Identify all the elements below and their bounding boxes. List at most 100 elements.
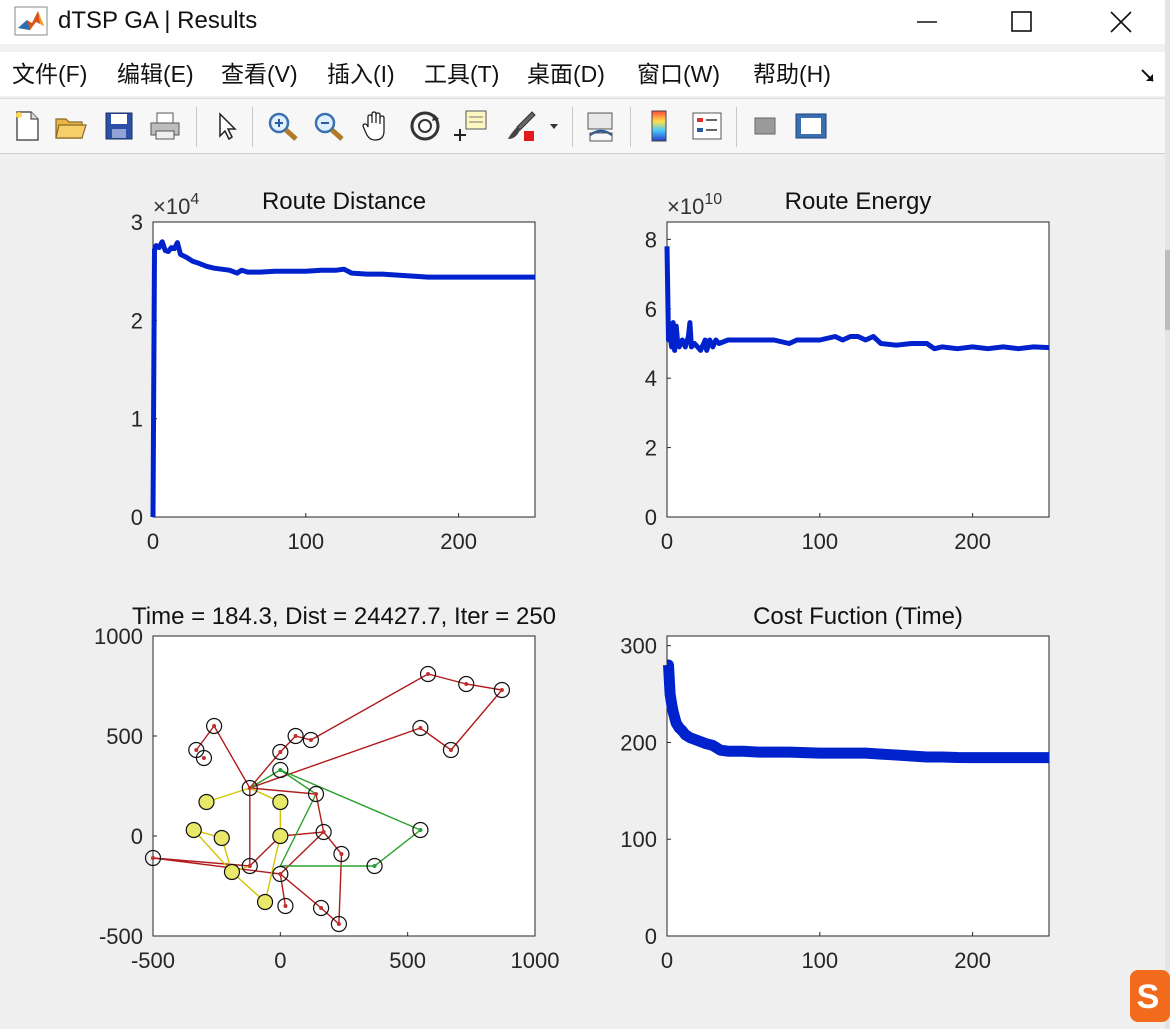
- menu-help[interactable]: 帮助(H): [753, 61, 831, 87]
- y-tick-label: 0: [131, 505, 143, 530]
- route-map-ticks: -500 0 500 1000 -500 0 500 1000: [94, 624, 559, 973]
- series-line-distance: [150, 239, 535, 518]
- route-distance-axes[interactable]: Route Distance ×104 0 100 200 0 1 2 3: [131, 188, 536, 554]
- open-file-button[interactable]: [52, 107, 90, 145]
- menu-window[interactable]: 窗口(W): [637, 61, 721, 87]
- city-dot: [308, 738, 313, 742]
- route-map-axes[interactable]: Time = 184.3, Dist = 24427.7, Iter = 250…: [94, 603, 559, 973]
- x-tick-label: 0: [147, 529, 159, 554]
- city-dot: [293, 734, 298, 738]
- brush-button[interactable]: [502, 107, 540, 145]
- scrollbar-thumb[interactable]: [1165, 250, 1170, 330]
- y-tick-label: 1: [131, 407, 143, 432]
- city-marker: [315, 823, 332, 841]
- insert-colorbar-button[interactable]: [640, 107, 678, 145]
- city-marker: [272, 761, 289, 779]
- figure-toolbar: [0, 98, 1170, 154]
- menu-insert[interactable]: 插入(I): [327, 61, 395, 87]
- route-distance-exponent: ×104: [153, 191, 199, 219]
- route-path-red: [152, 673, 504, 867]
- y-tick-label: 4: [645, 366, 657, 391]
- route-distance-exponent-power: 4: [190, 191, 199, 208]
- city-marker: [272, 865, 289, 883]
- cost-function-axes[interactable]: Cost Fuction (Time) 0 100 200 0 100 200 300: [620, 603, 1050, 973]
- y-tick-label: 3: [131, 210, 143, 235]
- x-tick-label: 100: [287, 529, 324, 554]
- new-file-icon: [16, 111, 39, 141]
- y-tick-label: 0: [645, 505, 657, 530]
- window-title: dTSP GA | Results: [58, 7, 258, 34]
- city-marker: [330, 915, 348, 933]
- legend-icon: [692, 112, 722, 140]
- city-dot: [278, 768, 283, 772]
- x-tick-label: 0: [274, 948, 286, 973]
- minimize-button[interactable]: [892, 0, 962, 44]
- route-distance-title: Route Distance: [262, 188, 426, 215]
- route-map-title: Time = 184.3, Dist = 24427.7, Iter = 250: [132, 603, 556, 630]
- undock-arrow-icon[interactable]: [1140, 68, 1156, 84]
- menu-tools[interactable]: 工具(T): [424, 61, 500, 87]
- edit-plot-button[interactable]: [208, 107, 246, 145]
- vertical-scrollbar[interactable]: [1165, 0, 1170, 1029]
- menu-view[interactable]: 查看(V): [221, 61, 298, 87]
- hide-plot-tools-icon: [754, 117, 776, 135]
- series-line-energy: [664, 246, 1050, 353]
- x-tick-label: 1000: [511, 948, 560, 973]
- brush-dropdown-button[interactable]: [542, 107, 566, 145]
- open-folder-icon: [55, 118, 87, 139]
- x-tick-label: 0: [661, 529, 673, 554]
- data-cursor-button[interactable]: [452, 107, 490, 145]
- zoom-out-button[interactable]: [310, 107, 348, 145]
- zoom-out-icon: [314, 112, 344, 141]
- y-tick-label: 1000: [94, 624, 143, 649]
- rotate-3d-button[interactable]: [406, 107, 444, 145]
- menu-desktop[interactable]: 桌面(D): [527, 61, 605, 87]
- link-plot-button[interactable]: [582, 107, 620, 145]
- save-button[interactable]: [100, 107, 138, 145]
- route-distance-exponent-base: ×10: [153, 194, 190, 219]
- route-map-nodes: [144, 665, 510, 933]
- city-dot: [418, 726, 423, 730]
- sogou-ime-icon[interactable]: S: [1128, 968, 1170, 1024]
- x-tick-label: 200: [954, 948, 991, 973]
- city-dot: [212, 724, 217, 728]
- city-dot: [321, 830, 326, 834]
- show-plot-tools-button[interactable]: [792, 107, 830, 145]
- maximize-icon: [1011, 11, 1032, 32]
- zoom-in-icon: [268, 112, 298, 141]
- cost-function-plot-area: [666, 635, 1050, 937]
- close-button[interactable]: [1086, 0, 1156, 44]
- city-marker: [185, 821, 202, 839]
- print-button[interactable]: [146, 107, 184, 145]
- route-energy-ticks: 0 100 200 0 2 4 6 8: [645, 227, 991, 554]
- city-marker: [213, 829, 230, 847]
- city-dot: [418, 828, 423, 832]
- city-dot: [283, 904, 288, 908]
- y-tick-label: 500: [106, 724, 143, 749]
- route-energy-axes[interactable]: Route Energy ×1010 0 100 200 0 2 4 6 8: [645, 188, 1050, 554]
- zoom-in-button[interactable]: [264, 107, 302, 145]
- hide-plot-tools-button[interactable]: [746, 107, 784, 145]
- city-marker: [493, 681, 510, 699]
- insert-legend-button[interactable]: [688, 107, 726, 145]
- maximize-button[interactable]: [986, 0, 1056, 44]
- toolbar-separator: [736, 107, 737, 147]
- city-dot: [426, 672, 431, 676]
- route-path-red: [195, 724, 343, 926]
- city-dot: [313, 792, 318, 796]
- pan-button[interactable]: [358, 107, 396, 145]
- menu-edit[interactable]: 编辑(E): [117, 61, 194, 87]
- close-icon: [1110, 11, 1132, 33]
- route-energy-plot-area: [666, 221, 1050, 518]
- x-tick-label: -500: [131, 948, 175, 973]
- city-marker: [223, 863, 241, 881]
- svg-text:S: S: [1137, 978, 1160, 1016]
- menu-file[interactable]: 文件(F): [12, 61, 88, 87]
- chevron-down-icon: [550, 124, 558, 129]
- y-tick-label: 2: [131, 308, 143, 333]
- new-figure-button[interactable]: [8, 107, 46, 145]
- matlab-icon: [14, 6, 48, 36]
- cost-function-ticks: 0 100 200 0 100 200 300: [620, 634, 991, 973]
- y-tick-label: 8: [645, 227, 657, 252]
